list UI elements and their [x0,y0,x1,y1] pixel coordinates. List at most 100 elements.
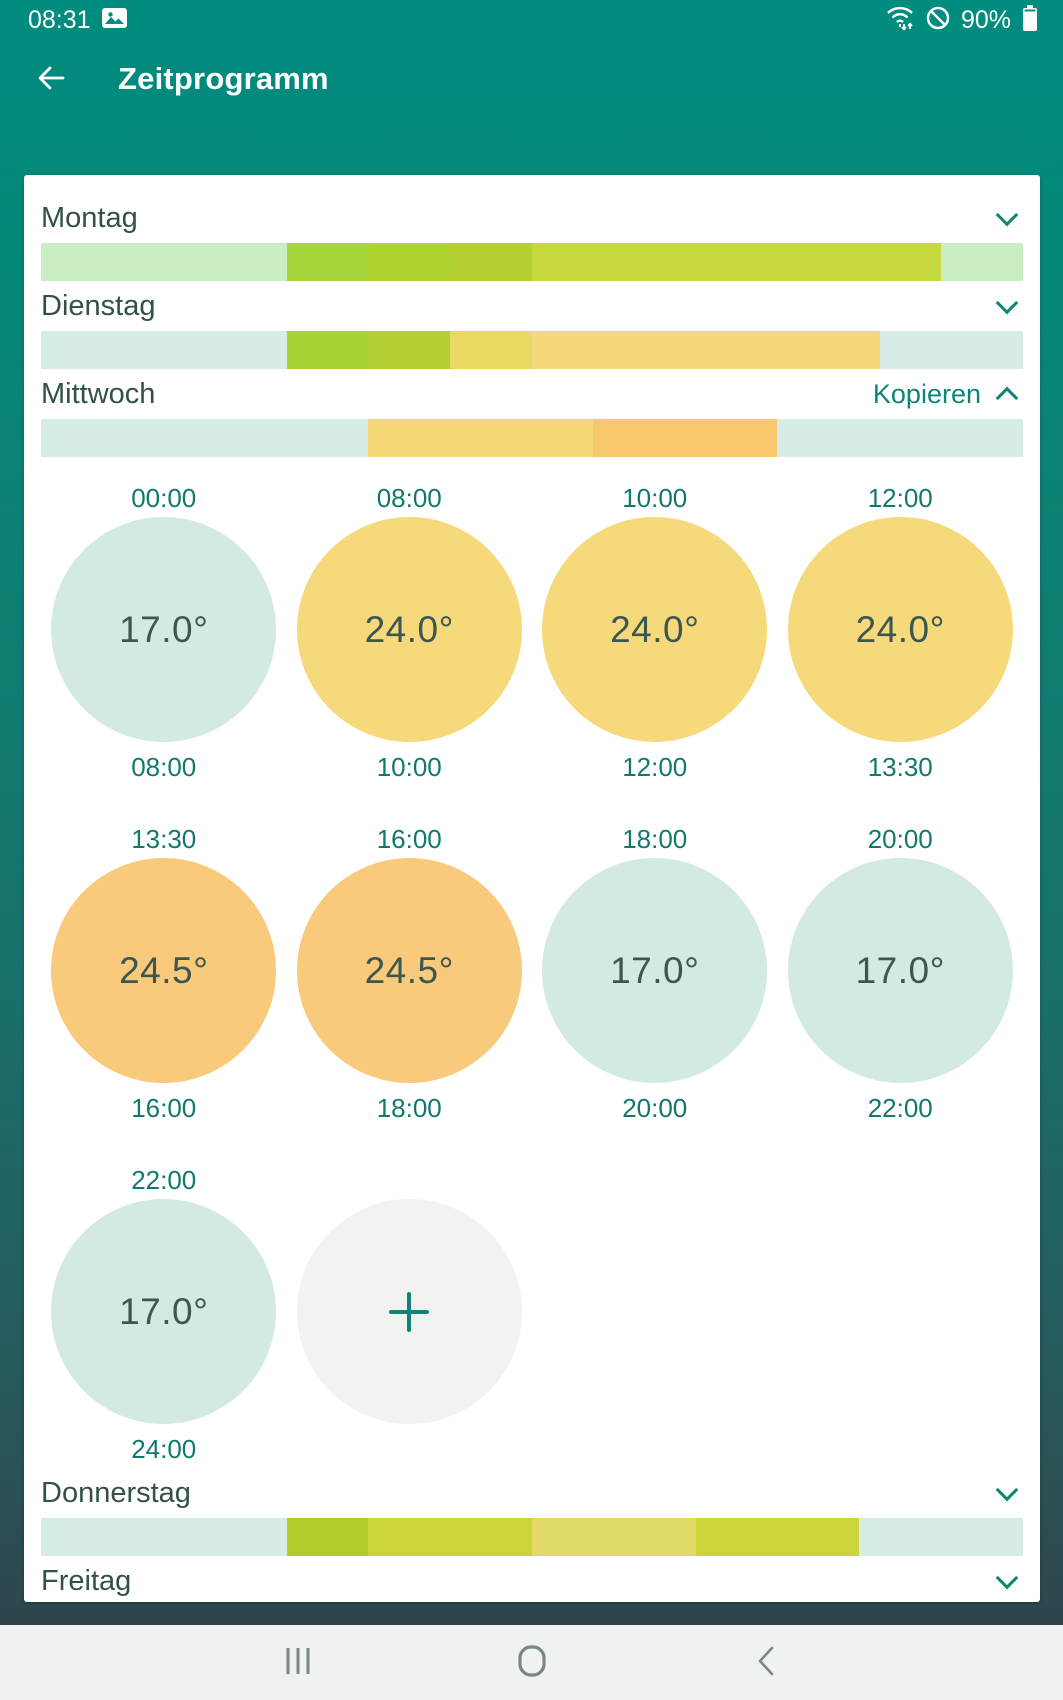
day-row-actions [995,291,1023,314]
day-section-donnerstag: Donnerstag [41,1468,1023,1556]
temperature-value: 24.0° [610,608,700,650]
day-section-freitag: Freitag [41,1556,1023,1602]
schedule-segment [941,243,1023,281]
temperature-value: 24.0° [364,608,454,650]
time-slot[interactable]: 08:00 24.0° 10:00 [287,457,533,780]
temperature-circle[interactable]: 17.0° [787,858,1013,1083]
back-nav-button[interactable] [649,1625,883,1700]
day-section-mittwoch: Mittwoch Kopieren 00:00 17.0° 08:00 08:00 24.0… [41,369,1023,1462]
temperature-value: 24.0° [855,608,945,650]
day-row-donnerstag[interactable]: Donnerstag [41,1468,1023,1518]
time-slot[interactable]: 18:00 17.0° 20:00 [532,798,778,1121]
schedule-segment [450,243,532,281]
day-label: Donnerstag [41,1476,191,1509]
day-label: Dienstag [41,289,156,322]
chevron-down-icon[interactable] [995,291,1019,314]
day-label: Freitag [41,1564,132,1597]
slot-end-time: 16:00 [131,1093,197,1123]
temperature-circle[interactable]: 17.0° [542,858,768,1083]
blocked-icon [925,5,951,36]
time-slot[interactable]: 13:30 24.5° 16:00 [41,798,287,1121]
wifi-icon [885,4,915,37]
chevron-up-icon[interactable] [995,386,1019,409]
back-arrow-icon [35,63,67,96]
recents-button[interactable] [181,1625,415,1700]
back-chevron-icon [757,1645,775,1680]
chevron-down-icon[interactable] [995,203,1019,226]
time-slot[interactable]: 12:00 24.0° 13:30 [778,457,1024,780]
battery-icon [1021,4,1039,37]
slot-end-time: 24:00 [131,1434,197,1464]
day-row-dienstag[interactable]: Dienstag [41,281,1023,331]
slot-start-time: 12:00 [867,483,933,513]
temperature-circle[interactable]: 24.0° [787,517,1013,742]
schedule-segment [450,331,532,369]
time-slot[interactable]: 10:00 24.0° 12:00 [532,457,778,780]
schedule-segment [41,331,287,369]
slot-end-time: 10:00 [376,752,442,782]
schedule-segment [695,1518,860,1556]
day-row-freitag[interactable]: Freitag [41,1556,1023,1602]
time-slot[interactable]: 20:00 17.0° 22:00 [778,798,1024,1121]
schedule-segment [286,1518,369,1556]
schedule-segment [777,419,1023,457]
navigation-bar [0,1625,1063,1700]
temperature-value: 24.5° [119,949,209,991]
image-notification-icon [101,6,128,35]
battery-percent: 90% [960,5,1011,34]
slot-end-time: 08:00 [131,752,197,782]
schedule-segment [368,1518,532,1556]
status-left: 08:31 [28,6,128,35]
day-schedule-bar[interactable] [41,1518,1023,1556]
temperature-value: 17.0° [855,949,945,991]
chevron-down-icon[interactable] [995,1566,1019,1589]
slot-start-time: 08:00 [376,483,442,513]
plus-icon [389,1291,430,1332]
slot-row: 00:00 17.0° 08:00 08:00 24.0° 10:00 10:00 24.0°… [41,457,1023,780]
day-row-mittwoch[interactable]: Mittwoch Kopieren [41,369,1023,419]
day-row-actions [995,203,1023,226]
schedule-segment [41,1518,287,1556]
temperature-circle[interactable]: 24.5° [296,858,522,1083]
schedule-segment [41,243,287,281]
schedule-segment [879,331,1023,369]
schedule-segment [531,1518,696,1556]
schedule-segment [368,331,451,369]
slot-end-time: 20:00 [622,1093,688,1123]
home-icon [517,1645,546,1680]
day-label: Montag [41,201,138,234]
temperature-circle[interactable]: 24.0° [296,517,522,742]
plus-bar-vertical [407,1291,412,1332]
chevron-down-icon[interactable] [995,1478,1019,1501]
copy-button[interactable]: Kopieren [872,378,981,409]
time-slot[interactable]: 16:00 24.5° 18:00 [287,798,533,1121]
schedule-segment [593,419,778,457]
slot-start-time: 10:00 [622,483,688,513]
day-row-actions [995,1478,1023,1501]
temperature-circle[interactable]: 24.0° [542,517,768,742]
schedule-segment [531,331,880,369]
schedule-segment [531,243,942,281]
add-slot-button[interactable] [296,1199,522,1424]
add-slot[interactable] [287,1139,533,1462]
slot-start-time: 16:00 [376,824,442,854]
temperature-circle[interactable]: 24.5° [51,858,277,1083]
home-button[interactable] [415,1625,649,1700]
schedule-segment [368,419,594,457]
temperature-value: 17.0° [610,949,700,991]
temperature-circle[interactable]: 17.0° [51,1199,277,1424]
slot-start-time: 00:00 [131,483,197,513]
temperature-value: 17.0° [119,608,209,650]
clock: 08:31 [28,5,91,34]
temperature-circle[interactable]: 17.0° [51,517,277,742]
day-row-montag[interactable]: Montag [41,193,1023,243]
page-title: Zeitprogramm [118,61,329,96]
time-slot[interactable]: 00:00 17.0° 08:00 [41,457,287,780]
day-schedule-bar[interactable] [41,243,1023,281]
day-schedule-bar[interactable] [41,419,1023,457]
day-schedule-bar[interactable] [41,331,1023,369]
day-section-dienstag: Dienstag [41,281,1023,369]
time-slot[interactable]: 22:00 17.0° 24:00 [41,1139,287,1462]
back-button[interactable] [34,62,68,96]
